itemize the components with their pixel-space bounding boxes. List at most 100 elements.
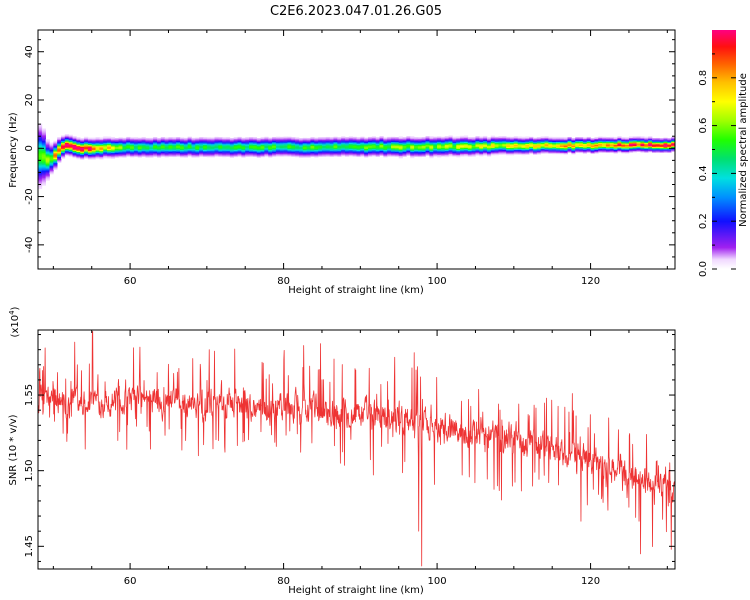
spectrogram-cell	[344, 143, 350, 145]
spectrogram-cell	[245, 155, 250, 157]
spectrogram-cell	[160, 143, 165, 145]
spectrogram-cell	[628, 138, 634, 141]
spectrogram-cell	[368, 140, 373, 143]
spectrogram-cell	[199, 140, 204, 143]
spectrogram-cell	[536, 138, 541, 140]
spectrogram-cell	[460, 155, 465, 157]
spectrogram-cell	[552, 145, 557, 147]
spectrogram-cell	[176, 149, 181, 151]
spectrogram-cell	[655, 142, 660, 145]
spectrogram-cell	[605, 147, 611, 150]
snr-multiplier-base: (x10	[10, 315, 21, 338]
spectrogram-cell	[414, 155, 419, 157]
spectrogram-cell	[99, 151, 104, 154]
spectrogram-cell	[80, 139, 85, 141]
spectrogram-cell	[72, 151, 77, 154]
spectrogram-cell	[306, 145, 311, 147]
spectrogram-cell	[164, 149, 169, 152]
spectrogram-cell	[45, 177, 50, 180]
spectrogram-cell	[417, 147, 423, 149]
spectrogram-cell	[463, 146, 469, 148]
spectrogram-cell	[53, 140, 58, 143]
spectrogram-cell	[475, 146, 480, 149]
spectrogram-cell	[241, 155, 246, 158]
spectrogram-cell	[183, 146, 188, 148]
spectrogram-cell	[659, 141, 664, 144]
spectrogram-cell	[379, 145, 384, 148]
spectrogram-cell	[38, 174, 43, 176]
spectrogram-cell	[310, 139, 315, 142]
spectrogram-cell	[563, 146, 568, 149]
spectrogram-cell	[252, 146, 258, 149]
spectrogram-cell	[72, 143, 77, 145]
spectrogram-cell	[76, 138, 81, 140]
spectrogram-cell	[552, 136, 557, 139]
spectrogram-cell	[671, 141, 675, 144]
spectrogram-cell	[164, 138, 169, 141]
spectrogram-cell	[605, 141, 611, 144]
spectrogram-cell	[252, 140, 258, 143]
spectrogram-cell	[644, 146, 649, 148]
spectrogram-cell	[483, 148, 488, 150]
spectrogram-cell	[260, 150, 265, 153]
spectrogram-cell	[486, 144, 492, 146]
spectrogram-cell	[41, 153, 46, 156]
spectrogram-cell	[575, 149, 580, 151]
spectrogram-cell	[498, 144, 503, 147]
spectrogram-cell	[118, 137, 123, 140]
spectrogram-cell	[137, 143, 142, 146]
spectrogram-cell	[448, 148, 453, 151]
spectrogram-cell	[291, 143, 296, 145]
spectrogram-cell	[402, 148, 407, 150]
spectrogram-cell	[72, 140, 77, 143]
spectrogram-cell	[344, 138, 350, 140]
spectrogram-cell	[590, 146, 595, 148]
spectrogram-cell	[571, 139, 576, 141]
spectrogram-cell	[463, 143, 469, 146]
spectrogram-cell	[536, 152, 541, 155]
spectrogram-cell	[302, 137, 307, 140]
spectrogram-cell	[463, 137, 469, 140]
spectrogram-cell	[107, 157, 112, 159]
spectrogram-cell	[241, 139, 246, 141]
spectrogram-cell	[287, 152, 292, 154]
spectrogram-cell	[149, 151, 154, 153]
snr-xlabel: Height of straight line (km)	[288, 585, 424, 596]
spectrogram-cell	[517, 147, 522, 149]
spectrogram-cell	[502, 141, 507, 143]
spectrogram-cell	[195, 143, 200, 146]
spectrogram-cell	[348, 139, 353, 141]
spectrogram-cell	[425, 154, 430, 156]
spectrogram-cell	[548, 145, 553, 147]
spectrogram-cell	[548, 136, 553, 139]
spectrogram-cell	[490, 141, 495, 144]
spectrogram-cell	[529, 152, 534, 155]
spectrogram-cell	[199, 151, 204, 154]
spectrogram-cell	[429, 140, 434, 143]
spectrogram-cell	[95, 151, 100, 154]
spectrogram-cell	[41, 132, 46, 134]
spectrogram-cell	[598, 142, 603, 145]
spectrogram-cell	[617, 149, 622, 152]
spectrogram-cell	[632, 136, 637, 138]
spectrogram-cell	[506, 145, 511, 147]
spectrogram-cell	[291, 145, 296, 148]
spectrogram-cell	[460, 144, 465, 146]
spectrogram-cell	[575, 146, 580, 149]
spectrogram-cell	[344, 152, 350, 155]
spectrogram-cell	[291, 137, 296, 139]
spectrogram-cell	[410, 150, 415, 153]
spectrogram-cell	[613, 137, 618, 139]
spectrogram-cell	[636, 135, 641, 138]
spectrogram-cell	[556, 138, 561, 140]
spectrogram-ytick-label: -20	[24, 188, 35, 204]
spectrogram-cell	[206, 144, 211, 147]
spectrogram-cell	[471, 155, 476, 157]
spectrogram-cell	[72, 145, 77, 148]
spectrogram-cell	[621, 149, 626, 151]
spectrogram-cell	[84, 136, 89, 139]
spectrogram-cell	[533, 147, 538, 149]
spectrogram-cell	[563, 138, 568, 140]
spectrogram-cell	[460, 139, 465, 141]
spectrogram-cell	[498, 136, 503, 138]
